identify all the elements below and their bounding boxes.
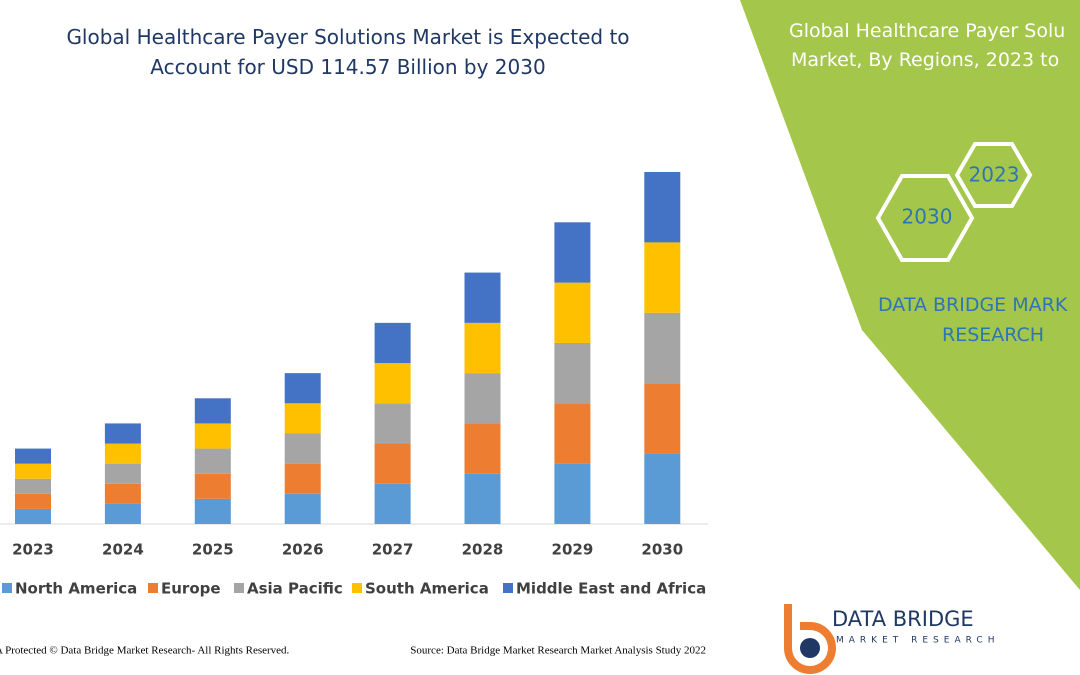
bar-segment: [284, 493, 321, 524]
bar-segment: [15, 508, 51, 524]
legend-swatch: [234, 583, 244, 593]
bar-segment: [554, 403, 591, 464]
bar-segment: [284, 403, 321, 434]
bar-segment: [104, 423, 141, 444]
bar-segment: [464, 272, 501, 323]
bar-segment: [554, 282, 591, 343]
copyright: A Protected © Data Bridge Market Researc…: [0, 645, 290, 657]
bar-segment: [374, 443, 411, 484]
logo-tagline: MARKET RESEARCH: [836, 636, 999, 646]
brand-line: DATA BRIDGE MARK: [878, 294, 1068, 316]
x-tick-label: 2023: [12, 541, 54, 559]
bar-segment: [194, 448, 231, 474]
side-title-line: Global Healthcare Payer Solu: [789, 20, 1066, 42]
bar-segment: [554, 342, 591, 404]
bar-segment: [464, 322, 501, 374]
bar-segment: [464, 373, 501, 424]
bar-segment: [194, 398, 231, 424]
bar-segment: [284, 373, 321, 404]
logo-name: DATA BRIDGE: [832, 607, 974, 631]
bar-segment: [15, 493, 51, 509]
legend-swatch: [352, 583, 362, 593]
bar-segment: [554, 463, 591, 524]
bar-segment: [194, 473, 231, 499]
hexagons: [875, 142, 1033, 262]
legend-label: South America: [365, 580, 489, 598]
logo: DATA BRIDGE MARKET RESEARCH: [784, 604, 999, 674]
bar-segment: [464, 473, 501, 524]
bar-segment: [644, 383, 681, 454]
bar-segment: [284, 463, 321, 494]
bar-segment: [554, 222, 591, 283]
bar-segment: [374, 483, 411, 524]
bar-segment: [464, 423, 501, 474]
source: Source: Data Bridge Market Research Mark…: [410, 645, 706, 657]
legend-label: Asia Pacific: [247, 580, 343, 598]
legend-label: North America: [15, 580, 137, 598]
x-tick-label: 2027: [372, 541, 414, 559]
bar-segment: [104, 483, 141, 504]
bar-segment: [374, 363, 411, 404]
bar-segment: [104, 443, 141, 464]
x-tick-label: 2028: [462, 541, 504, 559]
bar-segment: [284, 433, 321, 464]
chart-title: Global Healthcare Payer Solutions Market…: [66, 25, 630, 79]
x-tick-label: 2030: [641, 541, 683, 559]
legend-swatch: [2, 583, 12, 593]
bar-segment: [104, 503, 141, 524]
bar-segment: [194, 423, 231, 449]
bar-segment: [374, 322, 411, 364]
bar-segment: [15, 478, 51, 494]
x-tick-label: 2026: [282, 541, 324, 559]
legend-label: Middle East and Africa: [516, 580, 706, 598]
bar-segment: [644, 453, 681, 524]
bar-segment: [374, 403, 411, 444]
brand-line: RESEARCH: [942, 324, 1045, 346]
side-title-line: Market, By Regions, 2023 to: [791, 49, 1060, 71]
side-panel-bg: [740, 0, 1080, 590]
x-tick-label: 2024: [102, 541, 144, 559]
bar-segment: [104, 463, 141, 484]
hexagon-label: 2030: [902, 205, 953, 229]
x-tick-label: 2029: [552, 541, 594, 559]
bar-segment: [15, 448, 51, 464]
x-tick-label: 2025: [192, 541, 234, 559]
bar-segment: [644, 312, 681, 384]
legend-swatch: [503, 583, 513, 593]
legend-swatch: [148, 583, 158, 593]
bar-segment: [194, 498, 231, 524]
bar-segment: [15, 463, 51, 479]
legend-label: Europe: [161, 580, 221, 598]
bar-segment: [644, 172, 681, 243]
hexagon-label: 2023: [969, 163, 1020, 187]
bar-segment: [644, 242, 681, 313]
